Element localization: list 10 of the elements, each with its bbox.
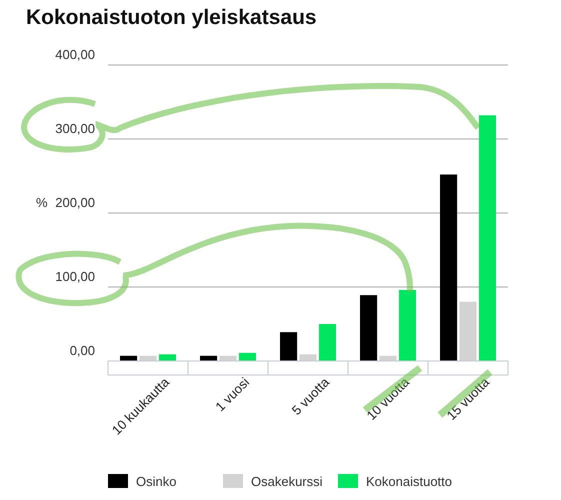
legend-label: Kokonaistuotto: [366, 474, 452, 489]
y-axis-title: %: [36, 195, 48, 210]
legend-label: Osakekurssi: [251, 474, 323, 489]
chart-title: Kokonaistuoton yleiskatsaus: [26, 6, 317, 29]
y-tick-label: 0,00: [70, 343, 95, 358]
legend-label: Osinko: [136, 474, 176, 489]
y-tick-label: 300,00: [55, 121, 95, 136]
y-tick-label: 200,00: [55, 195, 95, 210]
y-tick-label: 100,00: [55, 269, 95, 284]
y-tick-label: 400,00: [55, 47, 95, 62]
